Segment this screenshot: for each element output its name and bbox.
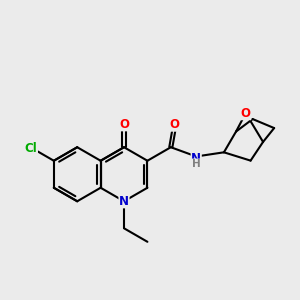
Text: O: O	[170, 118, 180, 131]
Text: H: H	[192, 159, 201, 169]
Text: N: N	[191, 152, 201, 165]
Text: Cl: Cl	[25, 142, 38, 155]
Text: N: N	[119, 195, 129, 208]
Text: O: O	[241, 107, 251, 120]
Text: O: O	[119, 118, 129, 131]
